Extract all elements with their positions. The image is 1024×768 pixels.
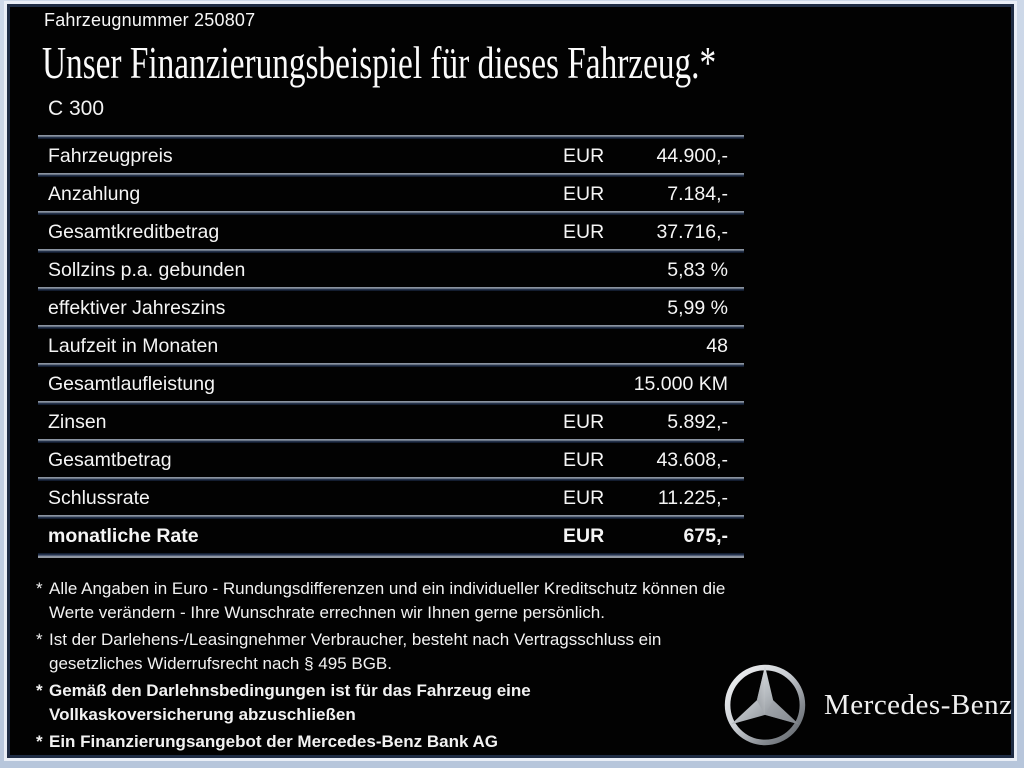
table-divider — [38, 363, 744, 367]
table-divider — [38, 135, 744, 139]
table-row: monatliche Rate EUR 675,- — [38, 519, 744, 553]
table-row: Sollzins p.a. gebunden 5,83 % — [38, 253, 744, 287]
table-divider — [38, 173, 744, 177]
row-currency: EUR — [563, 524, 605, 547]
footnote-text: Alle Angaben in Euro - Rundungsdifferenz… — [49, 579, 726, 622]
footnote-marker: * — [36, 681, 43, 700]
table-divider — [38, 515, 744, 519]
vehicle-number: Fahrzeugnummer 250807 — [44, 10, 256, 30]
footnote: * Gemäß den Darlehnsbedingungen ist für d… — [36, 679, 816, 727]
table-row: Schlussrate EUR 11.225,- — [38, 481, 744, 515]
row-label: Fahrzeugpreis — [48, 144, 173, 167]
row-value: 43.608,- — [656, 448, 728, 471]
row-currency: EUR — [563, 486, 605, 509]
row-value: 7.184,- — [667, 182, 728, 205]
finance-table: Fahrzeugpreis EUR 44.900,- Anzahlung EUR 7.18… — [38, 135, 744, 558]
brand-logo: Mercedes-Benz — [722, 662, 1012, 748]
row-value: 11.225,- — [657, 486, 728, 509]
row-label: Gesamtkreditbetrag — [48, 220, 220, 243]
table-divider — [38, 211, 744, 215]
table-row: Gesamtlaufleistung 15.000 KM — [38, 367, 744, 401]
footnote-marker: * — [36, 732, 43, 751]
table-divider — [38, 477, 744, 481]
row-label: monatliche Rate — [48, 524, 199, 547]
footnote-marker: * — [36, 579, 43, 598]
row-value: 37.716,- — [656, 220, 728, 243]
row-label: Sollzins p.a. gebunden — [48, 258, 246, 281]
table-divider — [38, 287, 744, 291]
row-value: 44.900,- — [656, 144, 728, 167]
table-row: Gesamtkreditbetrag EUR 37.716,- — [38, 215, 744, 249]
row-label: Laufzeit in Monaten — [48, 334, 219, 357]
row-label: Gesamtlaufleistung — [48, 372, 215, 395]
row-label: Gesamtbetrag — [48, 448, 172, 471]
footnote: * Ein Finanzierungsangebot der Mercedes-B… — [36, 730, 816, 754]
row-label: Schlussrate — [48, 486, 150, 509]
footnote-text: Ein Finanzierungsangebot der Mercedes-Be… — [49, 732, 499, 751]
table-divider — [38, 401, 744, 405]
table-divider — [38, 439, 744, 443]
row-label: Anzahlung — [48, 182, 141, 205]
footnote: * Ist der Darlehens-/Leasingnehmer Verbra… — [36, 628, 816, 676]
table-row: Anzahlung EUR 7.184,- — [38, 177, 744, 211]
footnotes: * Alle Angaben in Euro - Rundungsdifferen… — [36, 577, 816, 757]
table-row: Gesamtbetrag EUR 43.608,- — [38, 443, 744, 477]
footnote-marker: * — [36, 630, 43, 649]
table-row: Laufzeit in Monaten 48 — [38, 329, 744, 363]
row-value: 5,99 % — [667, 296, 728, 319]
row-value: 48 — [706, 334, 728, 357]
table-row: effektiver Jahreszins 5,99 % — [38, 291, 744, 325]
page-title: Unser Finanzierungsbeispiel für dieses F… — [42, 38, 717, 88]
row-value: 5,83 % — [667, 258, 728, 281]
row-label: Zinsen — [48, 410, 107, 433]
footnote: * Alle Angaben in Euro - Rundungsdifferen… — [36, 577, 816, 625]
brand-wordmark: Mercedes-Benz — [824, 688, 1013, 721]
mercedes-star-icon — [724, 664, 806, 746]
row-value: 15.000 KM — [633, 372, 728, 395]
row-label: effektiver Jahreszins — [48, 296, 226, 319]
table-divider — [38, 325, 744, 329]
table-row: Zinsen EUR 5.892,- — [38, 405, 744, 439]
table-divider-bottom — [38, 553, 744, 558]
table-row: Fahrzeugpreis EUR 44.900,- — [38, 139, 744, 173]
row-currency: EUR — [563, 410, 605, 433]
financing-slide-panel: Fahrzeugnummer 250807 Unser Finanzierung… — [7, 4, 1014, 758]
row-value: 5.892,- — [667, 410, 728, 433]
footnote-text: Gemäß den Darlehnsbedingungen ist für da… — [49, 681, 531, 724]
footnote-text: Ist der Darlehens-/Leasingnehmer Verbrau… — [49, 630, 662, 673]
vehicle-model: C 300 — [48, 97, 105, 120]
row-currency: EUR — [563, 220, 605, 243]
row-currency: EUR — [563, 182, 605, 205]
row-currency: EUR — [563, 144, 605, 167]
row-value: 675,- — [683, 524, 728, 547]
row-currency: EUR — [563, 448, 605, 471]
table-divider — [38, 249, 744, 253]
